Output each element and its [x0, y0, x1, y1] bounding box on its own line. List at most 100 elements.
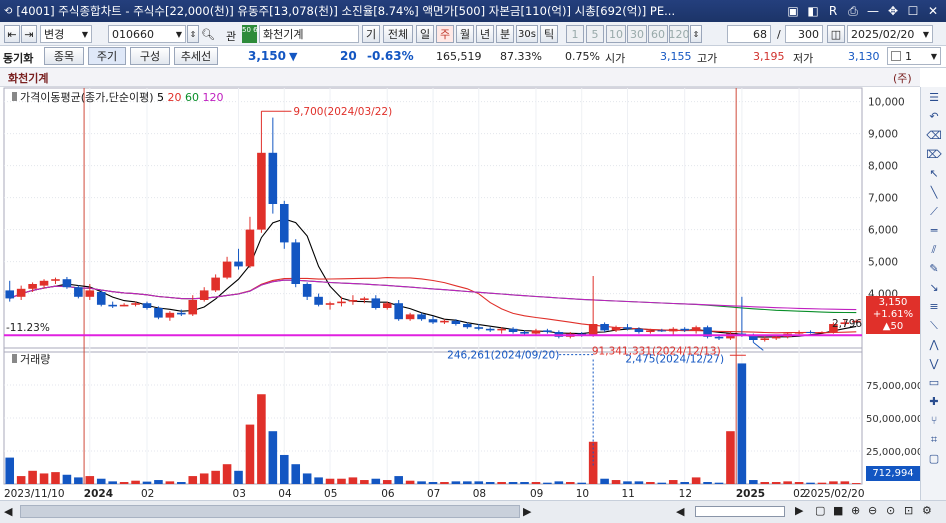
period-10[interactable]: 10 — [606, 25, 626, 43]
print-icon[interactable]: ⎙ — [848, 3, 858, 18]
undo-icon[interactable]: ↶ — [929, 110, 939, 123]
eraser-icon[interactable]: ⌦ — [926, 148, 942, 161]
dropdown-value: 1 — [905, 49, 912, 63]
next-icon[interactable]: ▶ — [795, 504, 804, 517]
box-icon[interactable]: ⌗ — [930, 432, 938, 446]
hline-icon[interactable]: ═ — [930, 224, 938, 237]
channel-icon[interactable]: ⫽ — [931, 242, 937, 256]
volume-bar — [428, 482, 438, 484]
period-button[interactable]: 주기 — [88, 47, 126, 65]
week-button[interactable]: 주 — [436, 25, 454, 43]
stock-code-input[interactable]: 010660 ▼ — [108, 25, 186, 43]
trend-icon[interactable]: ⟍ — [930, 318, 938, 332]
zoom-out-icon[interactable]: ⊖ — [868, 504, 878, 517]
fib-icon[interactable]: ≡ — [929, 300, 939, 313]
settings-icon[interactable]: ⚙ — [922, 504, 932, 517]
cursor-icon[interactable]: ↖ — [929, 167, 939, 180]
count-input[interactable]: 68 — [727, 25, 771, 43]
candle-body — [62, 279, 72, 288]
year-button[interactable]: 년 — [476, 25, 494, 43]
volume-bar — [211, 470, 220, 484]
x-tick-label: 08 — [473, 488, 486, 500]
r-icon[interactable]: R — [828, 4, 838, 18]
arrow-icon[interactable]: ↘ — [929, 281, 939, 294]
zoom-in-icon[interactable]: ⊕ — [851, 504, 861, 517]
stepper-icon[interactable]: ⇕ — [187, 25, 199, 43]
volume-bar — [691, 477, 701, 484]
legend-ma20: 20 — [167, 91, 182, 104]
zigzag2-icon[interactable]: ⋁ — [929, 357, 939, 370]
search-icon[interactable]: 🔍︎ — [201, 28, 215, 41]
pin-icon[interactable]: ✥ — [887, 4, 899, 18]
period-60[interactable]: 60 — [648, 25, 668, 43]
period-5[interactable]: 5 — [586, 25, 604, 43]
stock-name-field[interactable]: 화천기계 — [259, 25, 359, 43]
low-annotation: 2,475(2024/12/27) — [625, 353, 724, 365]
volume-bar — [234, 470, 243, 484]
line-icon[interactable]: ╲ — [930, 186, 938, 199]
change-select[interactable]: 변경 ▼ — [40, 25, 92, 43]
volume-bar — [817, 482, 827, 484]
erase-all-icon[interactable]: ⌫ — [926, 129, 942, 142]
ray-icon[interactable]: ⟋ — [930, 204, 938, 218]
volume-bar — [222, 464, 232, 484]
period-1[interactable]: 1 — [566, 25, 584, 43]
zigzag-icon[interactable]: ⋀ — [929, 338, 939, 351]
stock-button[interactable]: 종목 — [44, 47, 84, 65]
zoom-area-icon[interactable]: ⊡ — [904, 504, 914, 517]
prev-icon[interactable]: ◀ — [676, 505, 685, 518]
date-input[interactable]: 2025/02/20 ▼ — [847, 25, 933, 43]
zoom-reset-icon[interactable]: ⊙ — [886, 504, 896, 517]
scroll-track[interactable] — [20, 505, 520, 518]
candle-body — [634, 328, 644, 332]
calendar-icon[interactable]: ◫ — [827, 25, 845, 43]
stop-icon[interactable]: ■ — [833, 504, 844, 517]
minute-button[interactable]: 분 — [496, 25, 514, 43]
maximize-icon[interactable]: ☐ — [907, 4, 919, 18]
candle-body — [142, 303, 152, 308]
scroll-left-icon[interactable]: ◀ — [4, 505, 13, 518]
volume-bar — [794, 482, 804, 484]
scroll-right-icon[interactable]: ▶ — [523, 505, 532, 518]
volume-bar — [531, 482, 541, 484]
dropdown[interactable]: 1 ▼ — [887, 47, 941, 65]
period-stepper-icon[interactable]: ⇕ — [690, 25, 702, 43]
tick-button[interactable]: 틱 — [540, 25, 558, 43]
menu-icon[interactable]: ☰ — [929, 91, 939, 104]
candle-body — [485, 328, 495, 331]
pen-icon[interactable]: ✎ — [929, 262, 939, 275]
zoom-slider[interactable] — [695, 506, 785, 517]
cross-icon[interactable]: ✚ — [929, 395, 939, 408]
candle-body — [222, 261, 232, 278]
month-button[interactable]: 월 — [456, 25, 474, 43]
volume-bar — [96, 478, 106, 484]
last-icon[interactable]: ⇥ — [21, 25, 37, 43]
all-button[interactable]: 전체 — [383, 25, 413, 43]
compose-button[interactable]: 구성 — [130, 47, 170, 65]
day-button[interactable]: 일 — [416, 25, 434, 43]
candle-body — [405, 314, 415, 320]
candle-body — [749, 335, 758, 340]
fit-icon[interactable]: ▢ — [815, 504, 826, 517]
volume-bar — [726, 431, 735, 484]
first-icon[interactable]: ⇤ — [4, 25, 20, 43]
rect-icon[interactable]: ▭ — [928, 376, 940, 389]
minimize-icon[interactable]: — — [867, 4, 879, 18]
total-input[interactable]: 300 — [785, 25, 823, 43]
period-30[interactable]: 30 — [627, 25, 647, 43]
trendline-button[interactable]: 추세선 — [174, 47, 218, 65]
sec30-button[interactable]: 30s — [516, 25, 538, 43]
open-label: 시가 — [605, 52, 626, 65]
fork-icon[interactable]: ⑂ — [930, 414, 938, 427]
close-icon[interactable]: ✕ — [927, 4, 939, 18]
ki-button[interactable]: 기 — [362, 25, 380, 43]
restore-icon[interactable]: ◧ — [807, 4, 819, 18]
period-120[interactable]: 120 — [669, 25, 690, 43]
link-icon[interactable]: ▣ — [787, 4, 799, 18]
square-icon[interactable]: ▢ — [928, 452, 940, 465]
chevron-down-icon: ▼ — [81, 29, 88, 39]
volume-legend: 거래량 — [12, 351, 50, 367]
x-tick-label: 02 — [793, 488, 806, 500]
candle-body — [16, 288, 26, 297]
